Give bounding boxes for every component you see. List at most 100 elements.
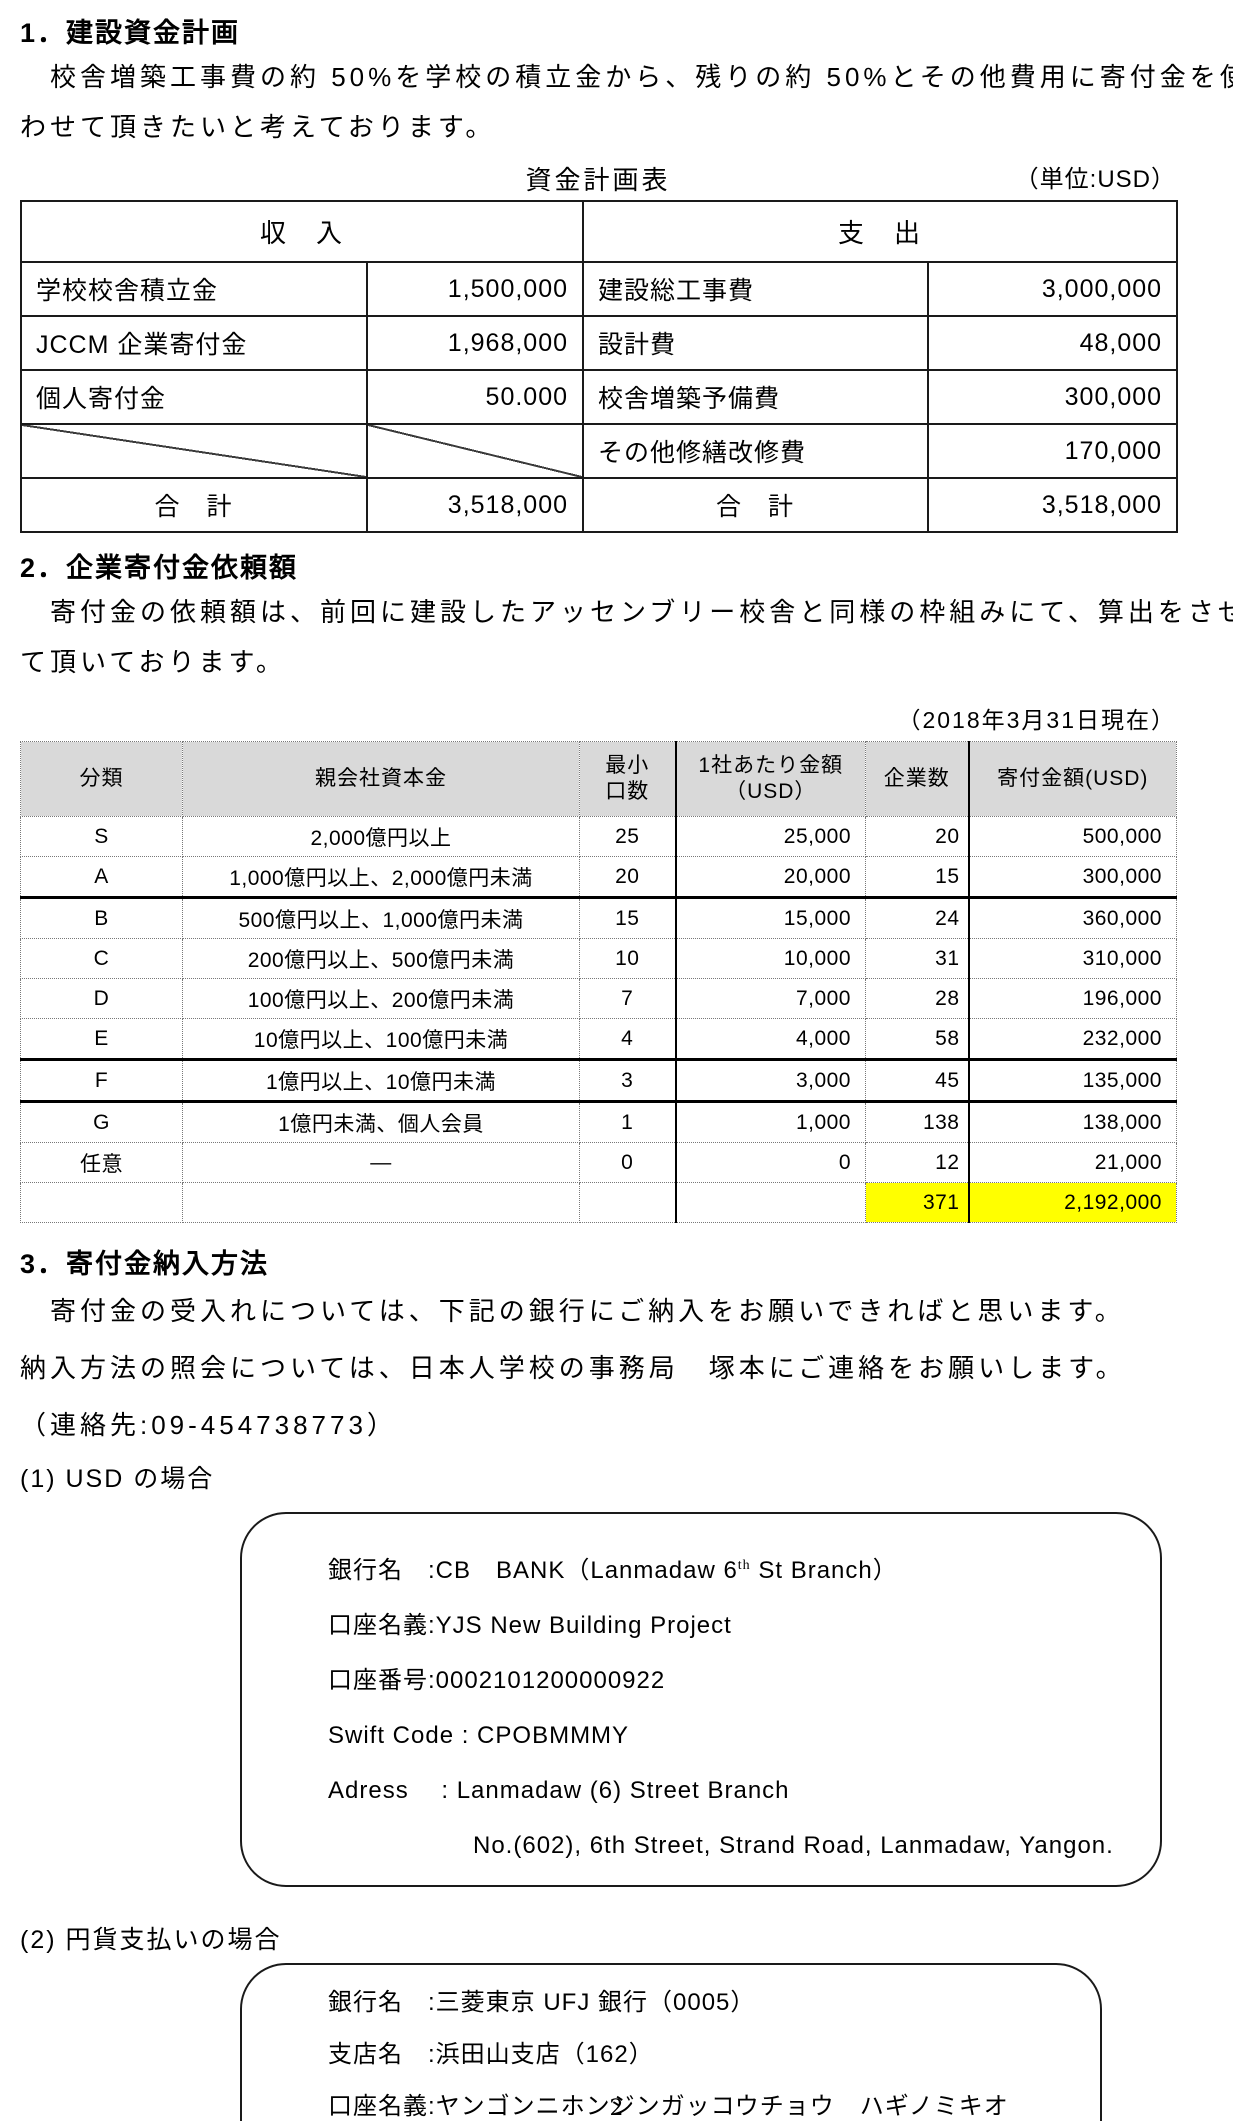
donation-row: G 1億円未満、個人会員 1 1,000 138 138,000: [20, 1101, 1177, 1143]
expense-total-amount-cell: 3,518,000: [927, 477, 1179, 533]
units-cell: 25: [579, 816, 677, 857]
units-cell: 20: [579, 856, 677, 899]
class-cell: F: [20, 1059, 183, 1103]
income-item-cell: JCCM 企業寄付金: [20, 315, 368, 371]
units-cell: 3: [579, 1059, 677, 1103]
class-cell: E: [20, 1018, 183, 1061]
donation-row: E 10億円以上、100億円未満 4 4,000 58 232,000: [20, 1018, 1177, 1061]
income-item-cell: 学校校舎積立金: [20, 261, 368, 317]
amount-cell: 232,000: [968, 1018, 1177, 1061]
usd-case-label: (1) USD の場合: [20, 1465, 215, 1493]
capital-cell: ―: [182, 1142, 580, 1183]
funding-row: JCCM 企業寄付金 1,968,000 設計費 48,000: [20, 315, 1179, 371]
swift-code-line: Swift Code : CPOBMMMY: [328, 1722, 630, 1749]
income-item-cell: 個人寄付金: [20, 369, 368, 425]
amount-cell: 135,000: [968, 1059, 1177, 1103]
expense-total-label-cell: 合 計: [582, 477, 930, 533]
funding-total-row: 合 計 3,518,000 合 計 3,518,000: [20, 477, 1179, 533]
account-name-line: 口座名義:YJS New Building Project: [328, 1612, 732, 1639]
amount-cell: 138,000: [968, 1101, 1177, 1143]
header-companies-cell: 企業数: [865, 741, 970, 817]
ordinal-superscript: th: [737, 1558, 751, 1573]
capital-cell: 1億円未満、個人会員: [182, 1101, 580, 1143]
expense-item-cell: 設計費: [582, 315, 930, 371]
header-class-cell: 分類: [20, 741, 183, 817]
capital-cell: 200億円以上、500億円未満: [182, 938, 580, 979]
income-amount-cell: 50.000: [365, 369, 585, 425]
bank-name-line: 銀行名 :CB BANK（Lanmadaw 6th St Branch）: [328, 1538, 1140, 1598]
bank-name-prefix: 銀行名 :CB BANK（Lanmadaw 6: [328, 1557, 738, 1584]
page-number: 2: [609, 2096, 624, 2121]
funding-row: 個人寄付金 50.000 校舎増築予備費 300,000: [20, 369, 1179, 425]
class-cell: A: [20, 856, 183, 899]
funding-row-empty: その他修繕改修費 170,000: [20, 423, 1179, 479]
donation-row: 任意 ― 0 0 12 21,000: [20, 1142, 1177, 1183]
per-company-cell: 25,000: [675, 816, 866, 857]
section1-line-2: わせて頂きたいと考えております。: [20, 112, 496, 142]
empty-cell: [20, 1182, 183, 1223]
account-number-line: 口座番号:0002101200000922: [328, 1667, 666, 1694]
empty-cell: [579, 1182, 677, 1223]
expense-amount-cell: 48,000: [927, 315, 1179, 371]
section1-heading: 1．建設資金計画: [20, 18, 241, 48]
funding-row: 学校校舎積立金 1,500,000 建設総工事費 3,000,000: [20, 261, 1179, 317]
usd-bank-box: 銀行名 :CB BANK（Lanmadaw 6th St Branch） 口座名…: [240, 1512, 1162, 1887]
donation-row: F 1億円以上、10億円未満 3 3,000 45 135,000: [20, 1059, 1177, 1103]
header-min-units-cell: 最小 口数: [579, 741, 677, 817]
donation-row: A 1,000億円以上、2,000億円未満 20 20,000 15 300,0…: [20, 856, 1177, 899]
income-total-label-cell: 合 計: [20, 477, 368, 533]
companies-cell: 58: [865, 1018, 970, 1061]
units-cell: 1: [579, 1101, 677, 1143]
account-name-line: 口座名義:ヤンゴンニホンジンガッコウチョウ ハギノミキオ: [328, 2093, 1009, 2120]
bank-name-suffix: St Branch）: [750, 1557, 898, 1584]
amount-cell: 300,000: [968, 856, 1177, 899]
address-line-2: No.(602), 6th Street, Strand Road, Lanma…: [473, 1832, 1114, 1859]
funding-table: 収 入 支 出 学校校舎積立金 1,500,000 建設総工事費 3,000,0…: [19, 200, 1179, 533]
funding-table-title: 資金計画表: [525, 165, 671, 195]
section3-line-1: 寄付金の受入れについては、下記の銀行にご納入をお願いできればと思います。: [20, 1296, 1125, 1326]
donation-row: C 200億円以上、500億円未満 10 10,000 31 310,000: [20, 938, 1177, 979]
donation-row: S 2,000億円以上 25 25,000 20 500,000: [20, 816, 1177, 857]
capital-cell: 10億円以上、100億円未満: [182, 1018, 580, 1061]
companies-cell: 28: [865, 978, 970, 1019]
income-amount-cell: 1,500,000: [365, 261, 585, 317]
header-amount-cell: 寄付金額(USD): [968, 741, 1177, 817]
section3-line-3: （連絡先:09-454738773）: [20, 1410, 397, 1440]
expense-amount-cell: 170,000: [927, 423, 1179, 479]
income-header-cell: 収 入: [19, 200, 585, 263]
funding-table-caption: 資金計画表 （単位:USD）: [20, 160, 1176, 200]
donation-table-header-row: 分類 親会社資本金 最小 口数 1社あたり金額 （USD） 企業数 寄付金額(U…: [20, 741, 1177, 817]
header-capital-cell: 親会社資本金: [182, 741, 580, 817]
units-cell: 4: [579, 1018, 677, 1061]
address-line-1: Adress : Lanmadaw (6) Street Branch: [328, 1777, 790, 1804]
expense-item-cell: その他修繕改修費: [582, 423, 930, 479]
empty-cell: [182, 1182, 580, 1223]
amount-cell: 196,000: [968, 978, 1177, 1019]
per-company-cell: 15,000: [675, 897, 866, 939]
expense-header-cell: 支 出: [582, 200, 1179, 263]
bank-name-line: 銀行名 :三菱東京 UFJ 銀行（0005）: [328, 1989, 756, 2016]
per-company-cell: 7,000: [675, 978, 866, 1019]
amount-cell: 310,000: [968, 938, 1177, 979]
funding-table-unit-note: （単位:USD）: [1014, 166, 1176, 193]
income-amount-cell: 1,968,000: [365, 315, 585, 371]
expense-amount-cell: 300,000: [927, 369, 1179, 425]
diagonal-slash-cell: [365, 423, 585, 479]
class-cell: S: [20, 816, 183, 857]
capital-cell: 1億円以上、10億円未満: [182, 1059, 580, 1103]
amount-cell: 360,000: [968, 897, 1177, 939]
jpy-case-label: (2) 円貨支払いの場合: [20, 1926, 282, 1954]
units-cell: 0: [579, 1142, 677, 1183]
as-of-date-note: （2018年3月31日現在）: [897, 707, 1176, 733]
class-cell: B: [20, 897, 183, 939]
per-company-cell: 10,000: [675, 938, 866, 979]
per-company-cell: 0: [675, 1142, 866, 1183]
capital-cell: 2,000億円以上: [182, 816, 580, 857]
expense-amount-cell: 3,000,000: [927, 261, 1179, 317]
class-cell: 任意: [20, 1142, 183, 1183]
branch-name-line: 支店名 :浜田山支店（162）: [328, 2041, 654, 2068]
per-company-cell: 3,000: [675, 1059, 866, 1103]
section3-line-2: 納入方法の照会については、日本人学校の事務局 塚本にご連絡をお願いします。: [20, 1353, 1126, 1383]
units-cell: 10: [579, 938, 677, 979]
